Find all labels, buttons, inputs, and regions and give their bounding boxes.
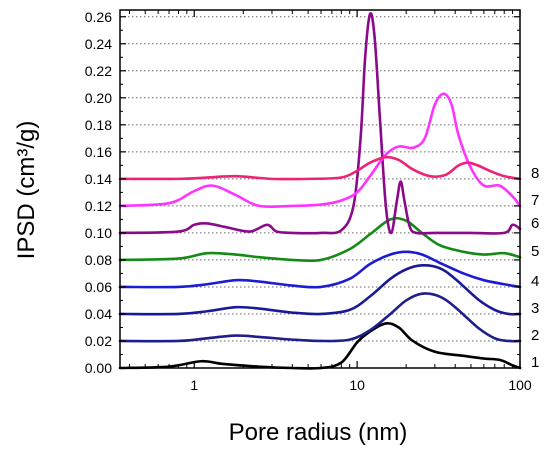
series-5-label: 5 — [531, 243, 539, 260]
y-tick-label: 0.06 — [85, 279, 112, 295]
y-tick-label: 0.08 — [85, 252, 112, 268]
x-axis-title: Pore radius (nm) — [229, 419, 408, 446]
series-3-line — [118, 263, 522, 316]
y-tick-label: 0.02 — [85, 333, 112, 349]
series-2-label: 2 — [531, 327, 539, 344]
series-6-line — [118, 12, 522, 235]
series-curves — [118, 12, 522, 370]
axis-ticks: 0.00 0.02 0.04 0.06 0.08 0.10 0.12 0.14 0.16 0.18… — [85, 9, 532, 393]
y-tick-label: 0.24 — [85, 36, 112, 52]
y-axis-title: IPSD (cm³/g) — [13, 121, 40, 260]
y-tick-label: 0.04 — [85, 306, 112, 322]
y-tick-label: 0.26 — [85, 9, 112, 25]
y-tick-label: 0.18 — [85, 117, 112, 133]
y-tick-label: 0.00 — [85, 360, 112, 376]
y-tick-label: 0.20 — [85, 90, 112, 106]
series-3-label: 3 — [531, 300, 539, 317]
series-7-line — [118, 92, 522, 209]
series-8-line — [118, 155, 522, 181]
y-tick-label: 0.22 — [85, 63, 112, 79]
series-1-line — [118, 321, 522, 370]
y-tick-label: 0.14 — [85, 171, 112, 187]
series-4-line — [118, 250, 522, 289]
y-tick-label: 0.16 — [85, 144, 112, 160]
plot-frame — [119, 9, 521, 369]
series-7-label: 7 — [531, 192, 539, 209]
x-tick-label: 1 — [190, 377, 198, 393]
y-tick-label: 0.10 — [85, 225, 112, 241]
x-tick-label: 100 — [508, 377, 532, 393]
x-tick-label: 10 — [349, 377, 365, 393]
series-labels: 1 2 3 4 5 6 7 8 — [531, 165, 539, 371]
series-2-line — [118, 292, 522, 343]
series-8-label: 8 — [531, 165, 539, 182]
series-5-line — [118, 216, 522, 263]
series-6-label: 6 — [531, 215, 539, 232]
y-tick-label: 0.12 — [85, 198, 112, 214]
series-4-label: 4 — [531, 273, 539, 290]
series-1-label: 1 — [531, 354, 539, 371]
